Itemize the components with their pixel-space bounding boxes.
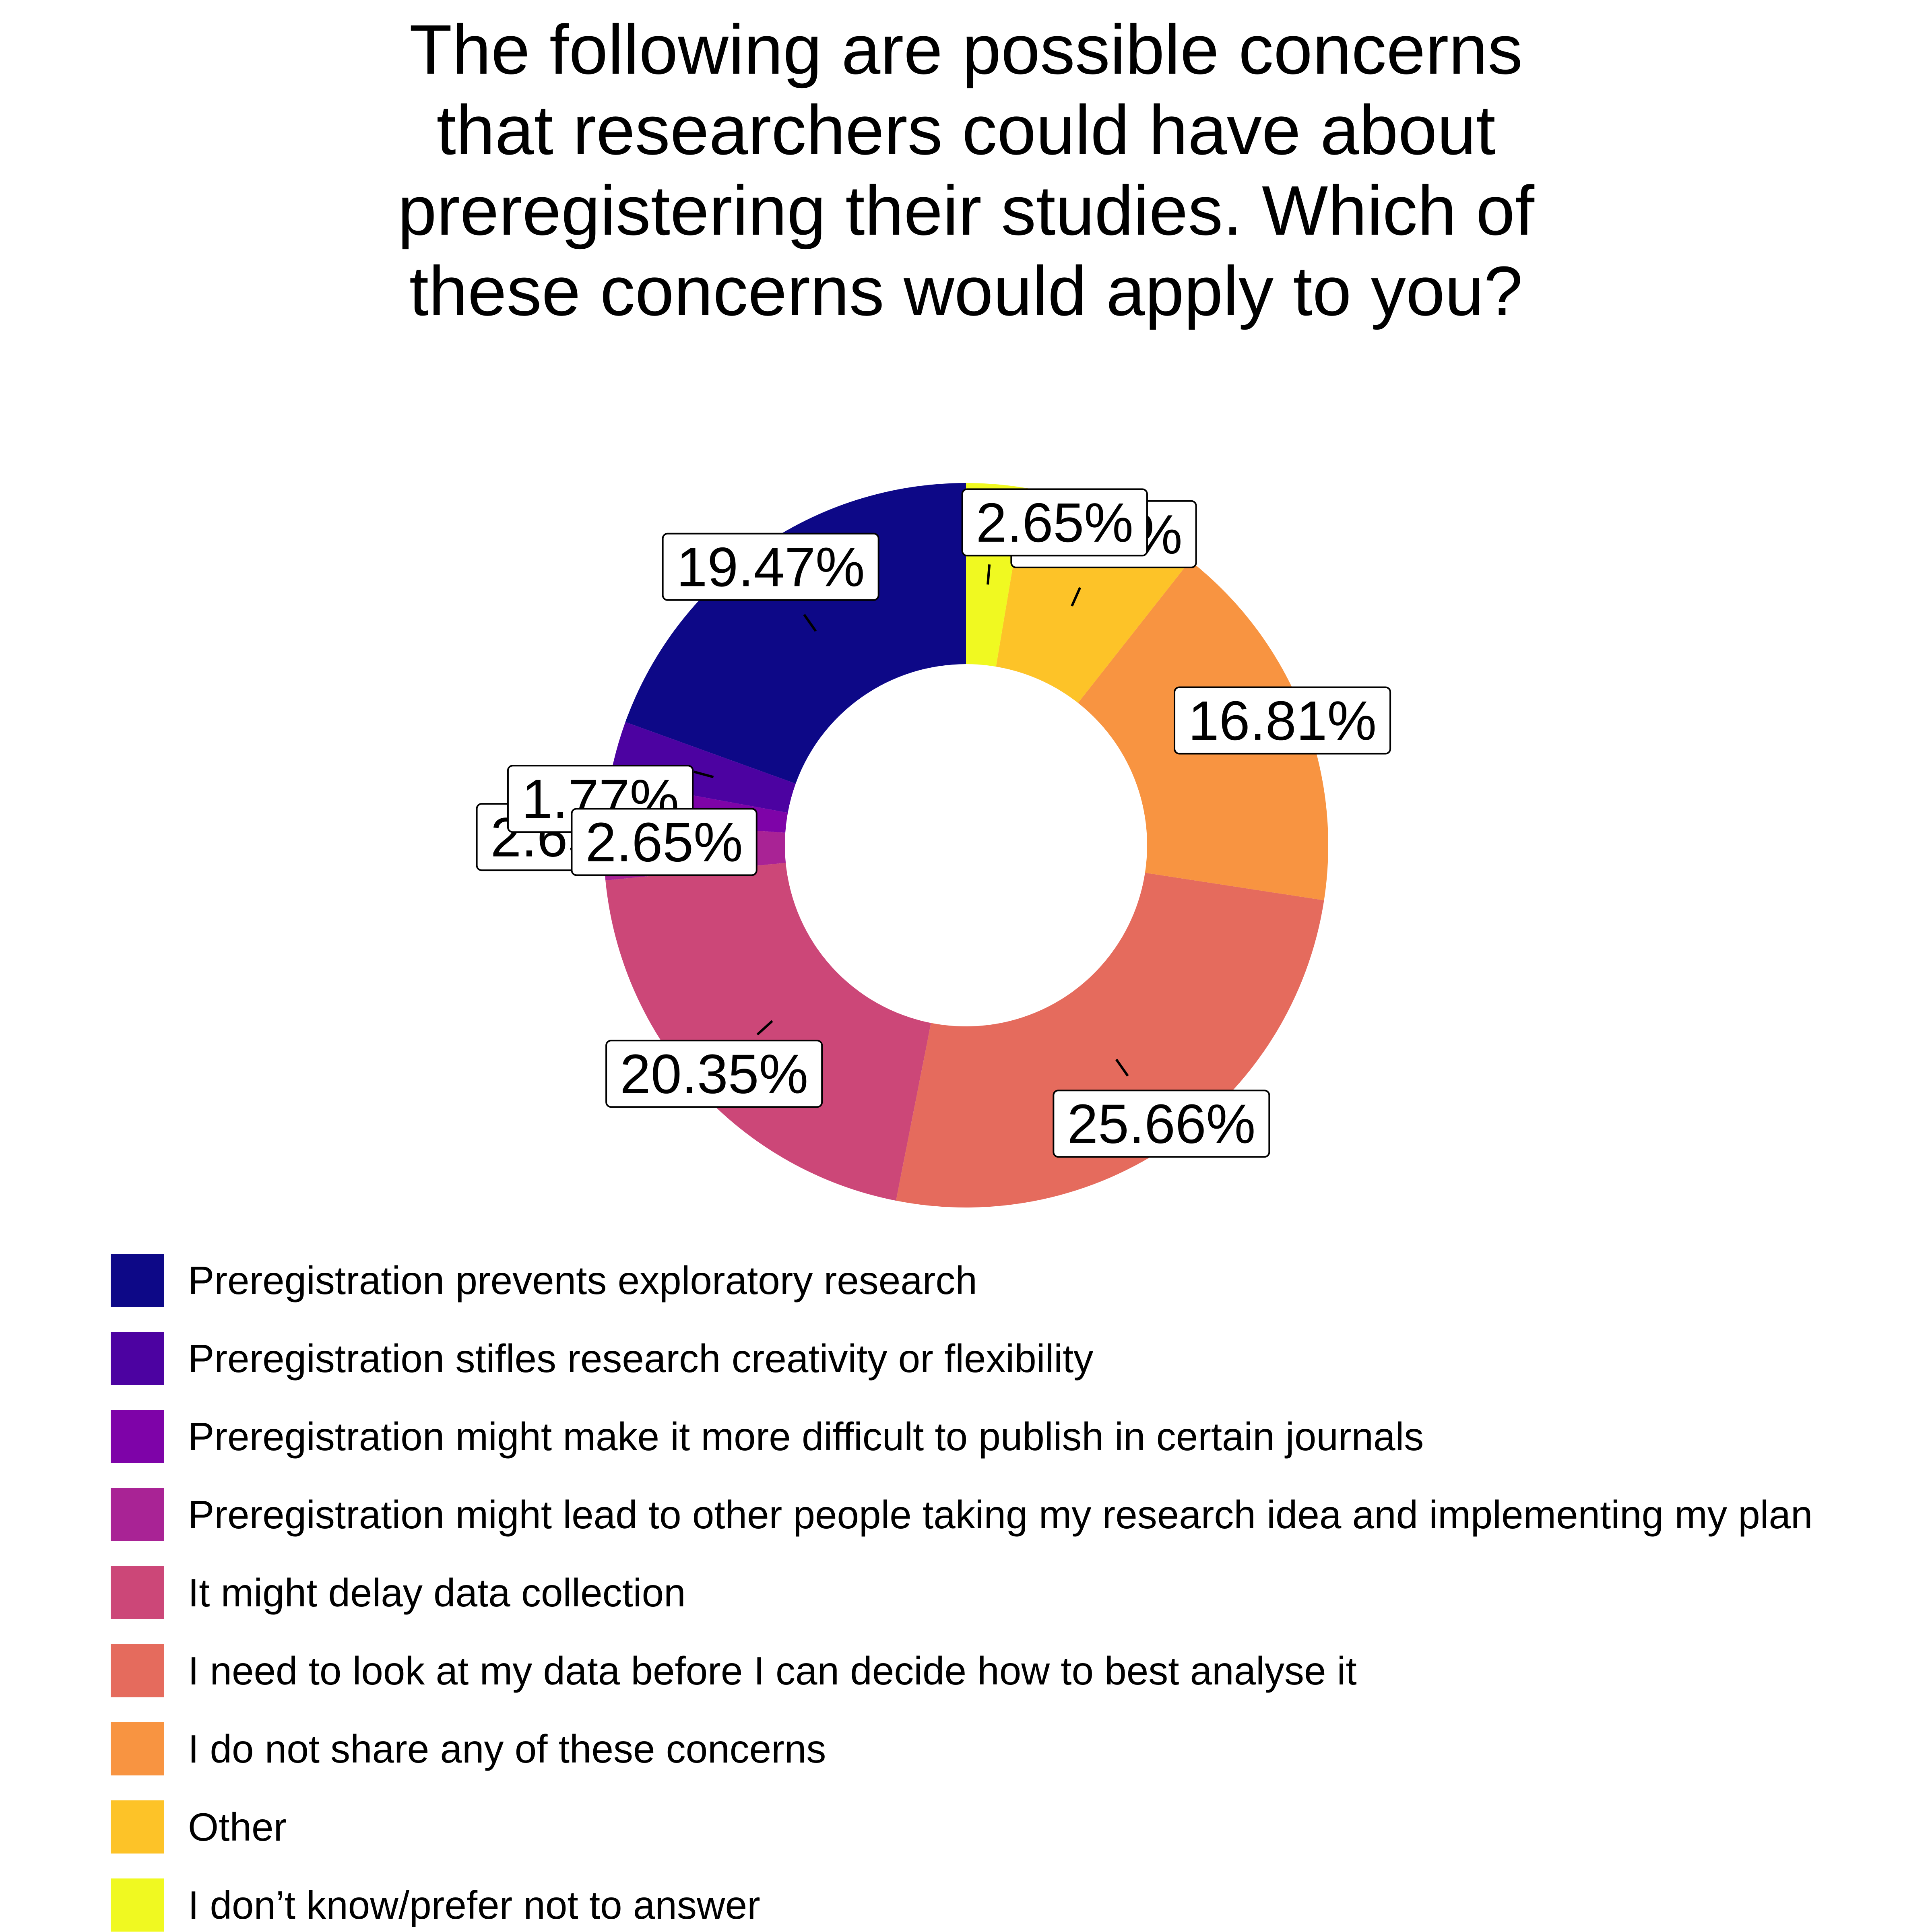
legend-swatch [111,1488,164,1541]
legend-item-3: Preregistration might make it more diffi… [111,1410,1424,1463]
legend-item-8: Other [111,1800,287,1854]
slice-label-text: 2.65% [976,492,1133,554]
legend-label: It might delay data collection [188,1571,686,1615]
chart-title-line-1: The following are possible concerns [409,10,1523,89]
legend-swatch [111,1332,164,1385]
legend-label: Preregistration might lead to other peop… [188,1492,1813,1537]
slice-label-box [662,533,879,601]
leader-line-6 [1115,1059,1129,1077]
leader-line-2 [694,770,714,778]
legend-item-4: Preregistration might lead to other peop… [111,1488,1813,1541]
legend-item-6: I need to look at my data before I can d… [111,1644,1357,1697]
slice-5 [605,863,931,1201]
slice-label-text: 25.66% [1067,1093,1255,1155]
slice-6 [896,873,1324,1208]
slice-label-box [571,808,758,876]
slice-label-box [605,1040,823,1108]
slice-label-7: 16.81% [1174,686,1391,755]
chart-title: The following are possible concerns that… [398,10,1535,330]
legend-label: I don’t know/prefer not to answer [188,1883,760,1927]
chart-title-line-4: these concerns would apply to you? [409,252,1523,330]
legend-item-2: Preregistration stifles research creativ… [111,1332,1093,1385]
legend-swatch [111,1254,164,1307]
legend-swatch [111,1644,164,1697]
leader-line-5 [756,1020,773,1036]
slice-2 [609,722,796,813]
leader-line-9 [987,564,991,585]
slice-label-5: 20.35% [605,1040,823,1108]
chart-title-line-2: that researchers could have about [437,91,1496,169]
slice-label-6: 25.66% [1053,1090,1270,1158]
legend-label: I need to look at my data before I can d… [188,1649,1357,1693]
legend-item-9: I don’t know/prefer not to answer [111,1878,760,1932]
legend-swatch [111,1566,164,1619]
legend-swatch [111,1800,164,1854]
slice-labels: 19.47%2.65%1.77%2.65%20.35%25.66%16.81%7… [476,488,1391,1158]
slice-label-box [1053,1090,1270,1158]
legend-item-5: It might delay data collection [111,1566,686,1619]
slice-label-text: 20.35% [620,1043,808,1105]
legend-item-1: Preregistration prevents exploratory res… [111,1254,977,1307]
slice-label-1: 19.47% [662,533,879,601]
slice-label-text: 2.65% [585,811,743,873]
leader-line-8 [1071,587,1082,607]
legend-label: Other [188,1805,287,1849]
chart-title-line-3: preregistering their studies. Which of [398,171,1535,250]
leader-line-1 [803,614,817,632]
legend-label: I do not share any of these concerns [188,1727,826,1771]
legend-swatch [111,1410,164,1463]
slice-label-text: 16.81% [1188,690,1377,752]
legend-label: Preregistration prevents exploratory res… [188,1258,977,1302]
slice-label-text: 19.47% [677,536,865,598]
slice-label-box [1174,686,1391,755]
legend: Preregistration prevents exploratory res… [111,1254,1813,1932]
legend-label: Preregistration might make it more diffi… [188,1414,1424,1459]
legend-swatch [111,1878,164,1932]
slice-label-box [961,488,1148,557]
legend-swatch [111,1722,164,1775]
legend-label: Preregistration stifles research creativ… [188,1336,1093,1381]
slice-label-9: 2.65% [961,488,1148,557]
legend-item-7: I do not share any of these concerns [111,1722,826,1775]
slice-1 [625,483,966,784]
slice-label-4: 2.65% [571,808,758,876]
